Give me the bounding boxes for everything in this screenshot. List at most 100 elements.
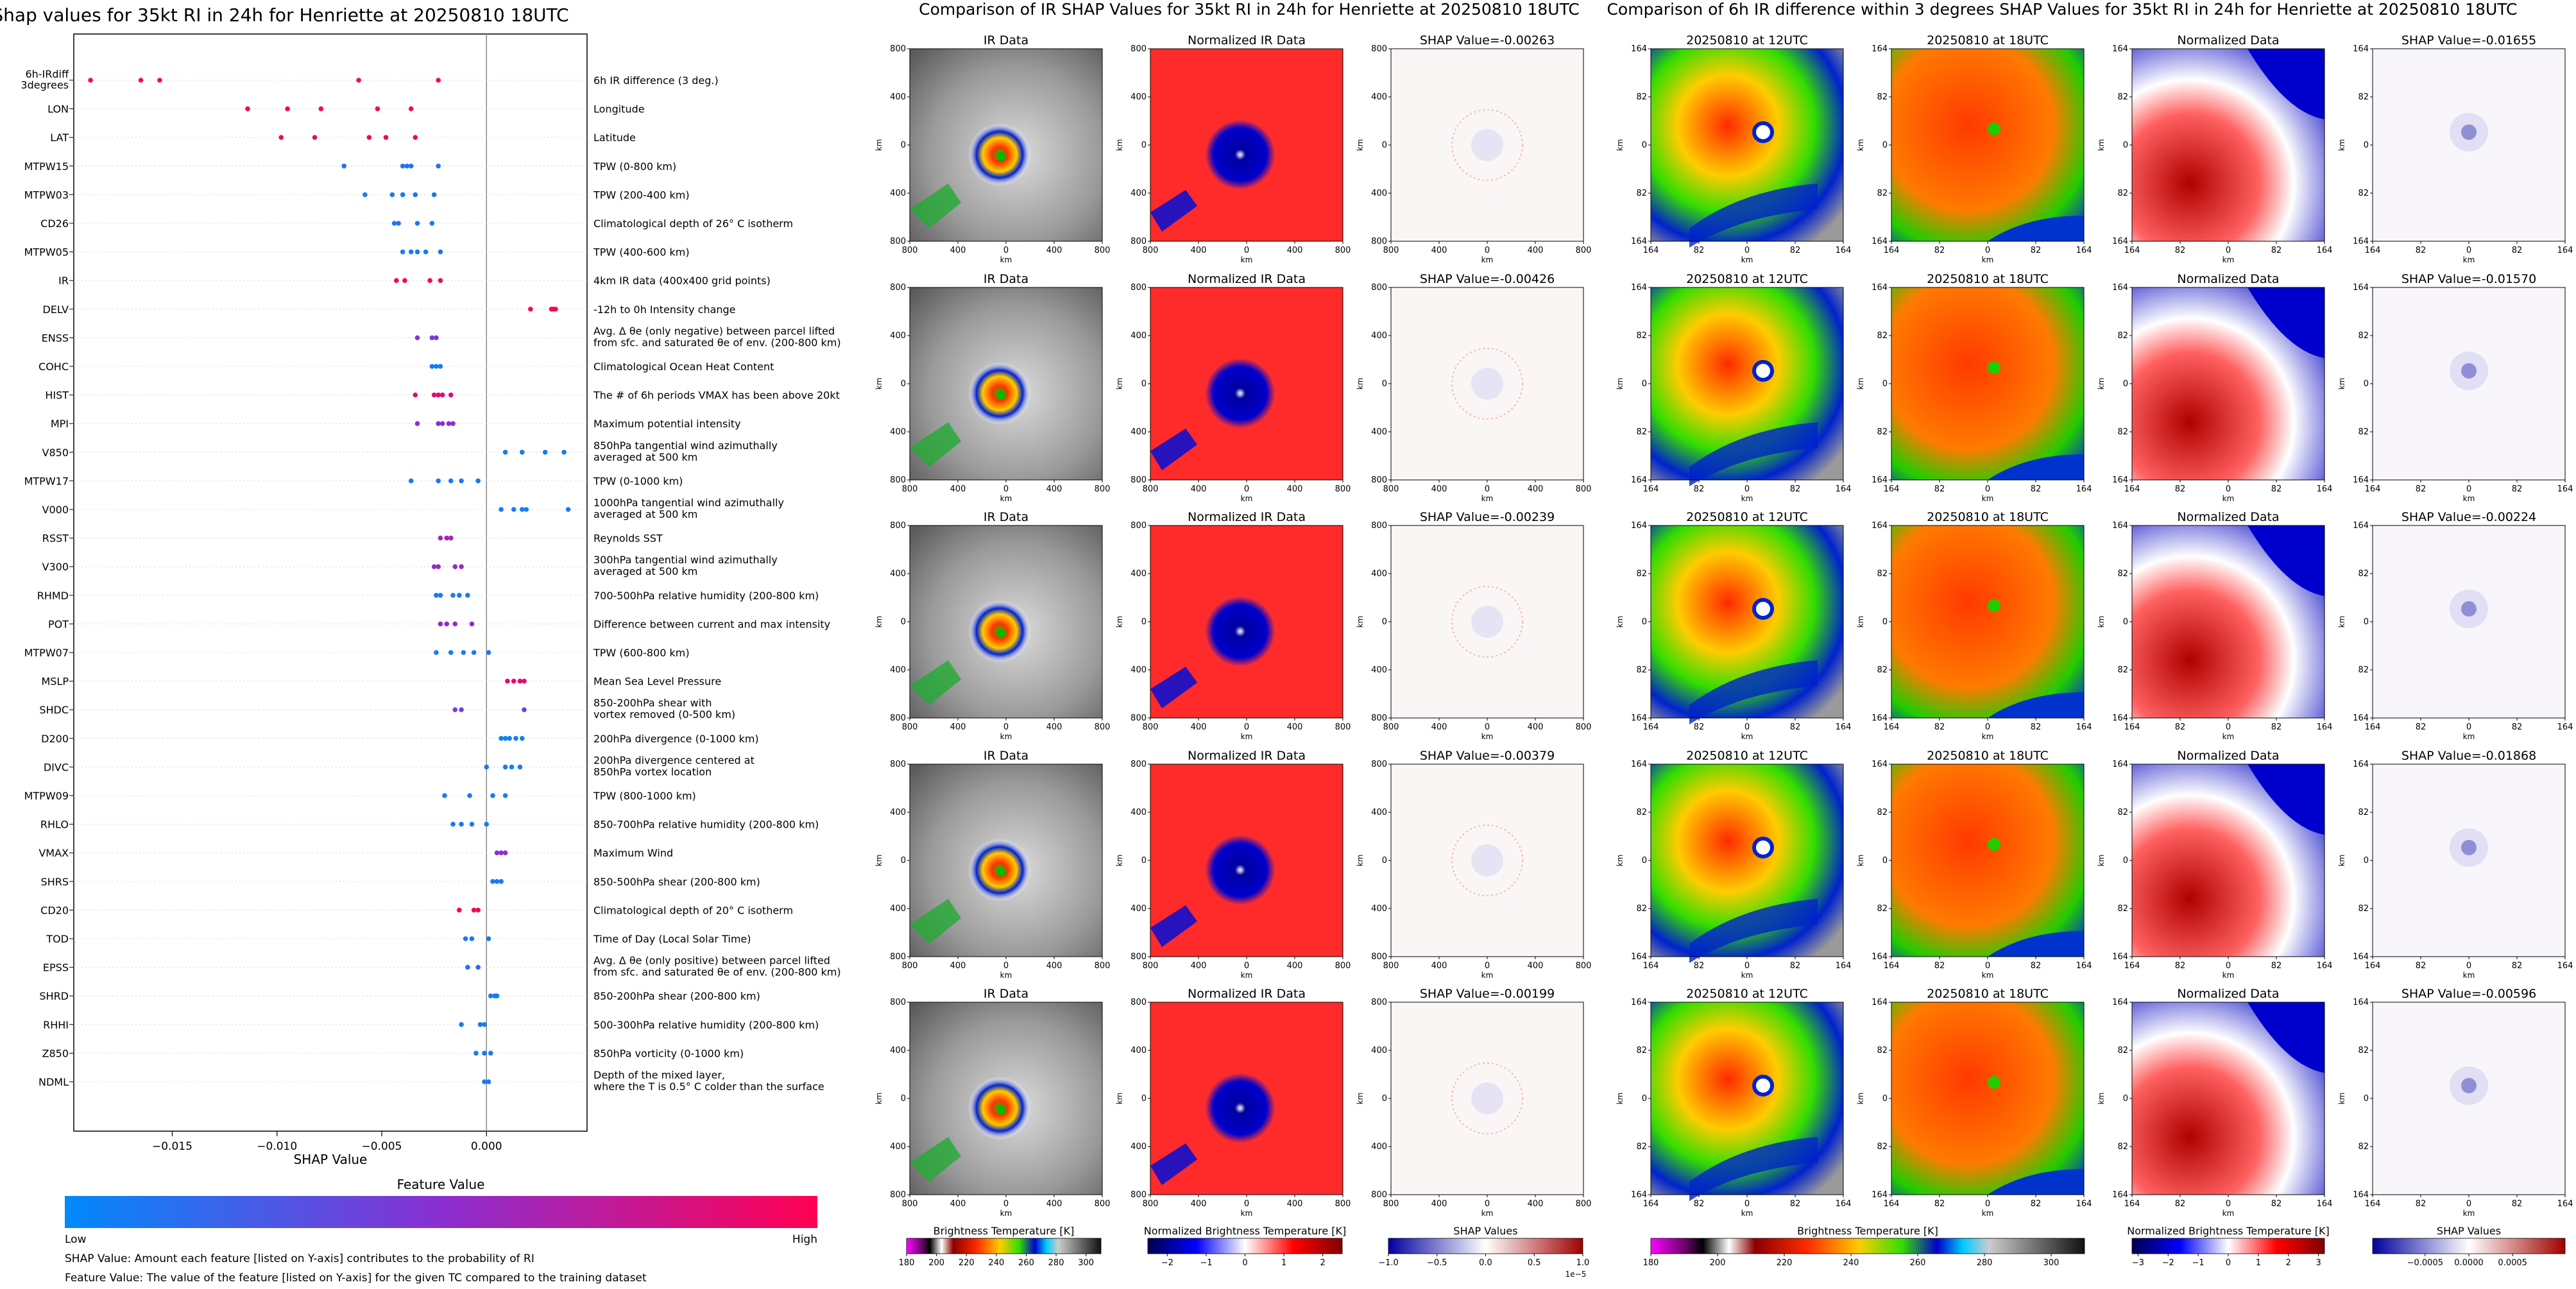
x-axis-label: km (1241, 494, 1253, 503)
shap-point (457, 907, 462, 913)
x-tick-label: 0 (1985, 1199, 1990, 1209)
x-axis-label: km (2463, 971, 2475, 980)
y-tick-label: 400 (1130, 904, 1147, 914)
x-tick-label: 800 (902, 484, 918, 494)
zoom-shap-halo (2450, 590, 2488, 628)
y-tick-label: 82 (2117, 92, 2128, 102)
y-tick-label: 82 (1877, 427, 1888, 437)
y-tick-label: 800 (890, 952, 906, 962)
y-tick-label: 164 (1631, 521, 1647, 531)
x-tick-label: 0 (1244, 246, 1249, 255)
colorbar-tick-label: 2 (2286, 1258, 2291, 1268)
colorbar-label: SHAP Values (1453, 1225, 1517, 1237)
feature-row-rhlo: RHLO 850-700hPa relative humidity (200-80… (40, 819, 819, 831)
x-tick-label: 800 (1335, 961, 1351, 971)
x-tick-label: 82 (1694, 246, 1705, 255)
x-axis-label: km (2463, 255, 2475, 264)
zoom-shap-halo (2450, 828, 2488, 867)
y-tick-label: 164 (2112, 283, 2128, 293)
x-tick-label: 800 (1095, 246, 1111, 255)
x-tick-label: 400 (1528, 961, 1544, 971)
y-tick-label: 0 (2123, 1094, 2128, 1104)
ir-panel-title: Comparison of IR SHAP Values for 35kt RI… (919, 0, 1580, 19)
x-axis-label: km (1000, 971, 1012, 980)
x-tick-label: 82 (2175, 722, 2186, 732)
norm-rainband (1150, 905, 1197, 947)
norm-rainband (1150, 429, 1197, 470)
colorbar-tick-label: 0.5 (1528, 1258, 1541, 1268)
irdiff-image-r1-c4: SHAP Value=-0.01655164164828200828216416… (2337, 33, 2573, 264)
image-title: Normalized Data (2177, 272, 2279, 286)
shap-point (436, 392, 441, 398)
feature-row-pot: POT Difference between current and max in… (48, 618, 830, 630)
y-tick-label: 164 (1872, 713, 1888, 723)
y-tick-label: 0 (1882, 1094, 1888, 1104)
x-tick-label: 400 (950, 961, 966, 971)
x-tick-label: 82 (2271, 961, 2282, 971)
feature-short-name: LON (47, 103, 69, 115)
y-tick-label: 800 (1130, 521, 1147, 531)
zoom-eye (1752, 360, 1774, 382)
shap-point (502, 764, 508, 770)
y-tick-label: 0 (1141, 856, 1147, 866)
zoom-band (1689, 1137, 1818, 1201)
feature-row-shrd: SHRD 850-200hPa shear (200-800 km) (39, 990, 760, 1002)
y-tick-label: 82 (2358, 569, 2369, 579)
x-tick-label: 164 (1884, 484, 1900, 494)
shap-point (450, 421, 456, 426)
x-tick-label: 164 (2124, 246, 2140, 255)
ir-bt-colorbar: Brightness Temperature [K] 180 200 220 240 26… (899, 1225, 1102, 1268)
y-tick-label: 82 (1636, 427, 1647, 437)
y-tick-label: 0 (901, 617, 906, 627)
feature-description: 300hPa tangential wind azimuthally (593, 554, 778, 566)
y-axis-label: km (2097, 855, 2106, 867)
x-tick-label: 164 (2557, 246, 2573, 255)
x-axis-label: km (1982, 255, 1994, 264)
y-tick-label: 82 (1877, 1046, 1888, 1055)
shap-ring (1451, 348, 1523, 420)
y-tick-label: 800 (1130, 713, 1147, 723)
feature-short-name: D200 (41, 733, 69, 745)
shap-point (561, 450, 567, 455)
x-axis-label: km (1481, 1209, 1494, 1218)
x-tick-label: 82 (1934, 722, 1945, 732)
x-tick-label: 400 (1528, 484, 1544, 494)
y-tick-label: 164 (2353, 44, 2369, 54)
colorbar-tick-label: 2 (1320, 1258, 1326, 1268)
shap-x-axis: −0.015 −0.010 −0.005 0.000 (152, 1131, 502, 1153)
shap-point (408, 249, 414, 255)
y-tick-label: 82 (1636, 904, 1647, 914)
x-axis-label: km (2222, 732, 2235, 741)
image-title: Normalized IR Data (1188, 749, 1306, 763)
y-tick-label: 400 (890, 92, 906, 102)
shap-point (553, 307, 558, 312)
x-tick-label: 82 (2175, 246, 2186, 255)
x-tick-label: 164 (1643, 722, 1659, 732)
shap-point (471, 907, 477, 913)
feature-short-name: CD26 (40, 218, 69, 230)
y-tick-label: 400 (1371, 1046, 1387, 1055)
y-tick-label: 400 (1371, 189, 1387, 198)
shap-point (400, 192, 405, 198)
x-tick-label: 164 (1643, 484, 1659, 494)
x-tick-label: 82 (1790, 1199, 1801, 1209)
y-tick-label: 164 (2112, 952, 2128, 962)
y-tick-label: 800 (890, 1190, 906, 1200)
shap-point (465, 964, 470, 970)
ir-eye (997, 391, 1006, 400)
y-tick-label: 164 (2353, 952, 2369, 962)
shap-point (452, 621, 458, 627)
x-tick-label: 82 (2512, 1199, 2523, 1209)
x-tick-label: 400 (950, 1199, 966, 1209)
shap-point (475, 907, 481, 913)
y-tick-label: 82 (2117, 189, 2128, 198)
zoom-eye (1988, 1076, 2000, 1089)
shap-point (459, 707, 464, 712)
y-tick-label: 82 (2358, 665, 2369, 675)
x-tick-label: 800 (1143, 961, 1159, 971)
y-tick-label: 164 (1631, 237, 1647, 246)
feature-description: TPW (0-800 km) (593, 160, 676, 173)
